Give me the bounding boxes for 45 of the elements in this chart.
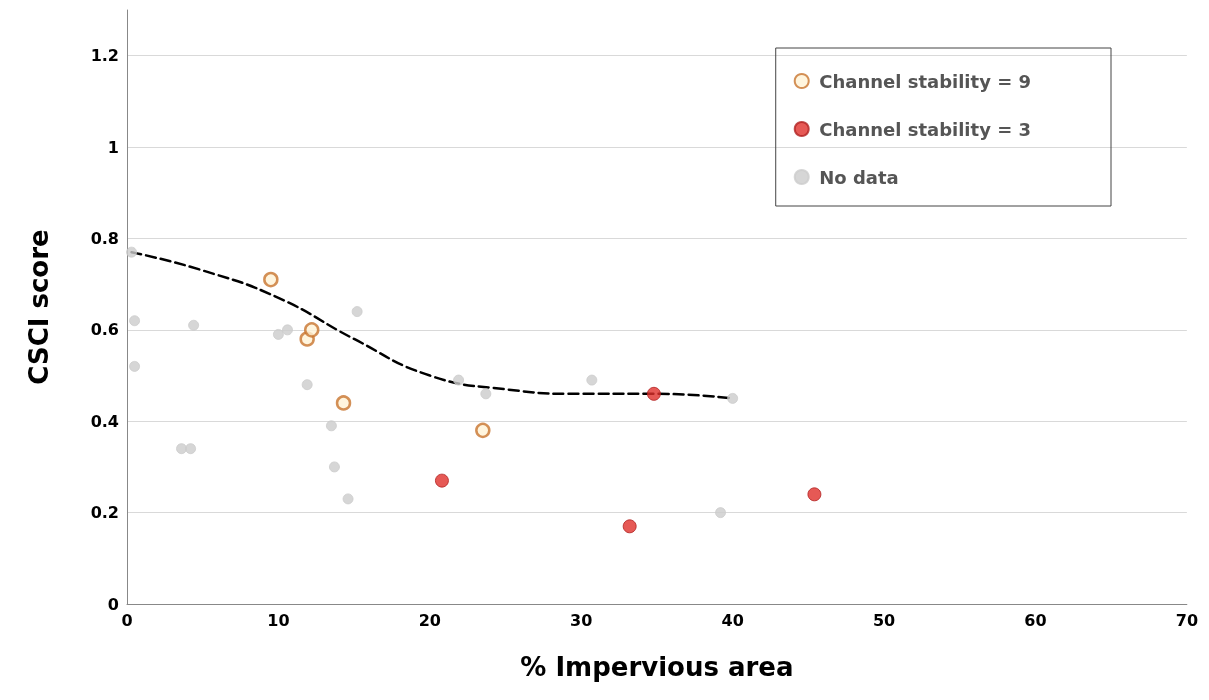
point [351,306,363,318]
x-tick-label: 50 [872,610,896,630]
legend-label: Channel stability = 3 [819,118,1031,140]
x-tick-label: 60 [1024,610,1047,630]
point [727,392,739,404]
point [335,395,352,411]
point [586,374,598,386]
point [325,420,337,432]
y-tick-label: 1.2 [90,46,119,66]
point [272,328,284,340]
y-tick-label: 1 [107,137,119,157]
point [328,461,340,473]
point [434,473,449,488]
point [715,507,727,519]
point [342,493,354,505]
point [807,487,822,502]
point [129,315,141,327]
y-tick-label: 0.4 [90,411,119,431]
x-tick-label: 20 [418,610,441,630]
point [622,519,637,534]
x-tick-label: 0 [121,610,133,630]
y-axis-title: CSCI score [24,229,54,385]
x-tick-label: 40 [721,610,744,630]
y-tick-label: 0.8 [90,228,119,248]
y-tick-label: 0 [107,594,119,614]
x-tick-label: 70 [1175,610,1198,630]
point [129,360,141,372]
point [301,379,313,391]
legend-label: Channel stability = 9 [819,70,1031,92]
point [453,374,465,386]
point [263,271,279,288]
x-tick-label: 30 [570,610,593,630]
point [185,443,197,455]
point [303,322,320,338]
point [282,324,293,336]
x-axis-title: % Impervious area [520,652,794,682]
y-tick-label: 0.6 [90,320,119,340]
x-tick-label: 10 [267,610,290,630]
legend-label: No data [819,166,899,188]
point [188,319,200,331]
point [646,386,661,401]
point [480,388,492,400]
y-tick-label: 0.2 [90,503,119,523]
point [126,246,138,258]
point [475,422,491,439]
